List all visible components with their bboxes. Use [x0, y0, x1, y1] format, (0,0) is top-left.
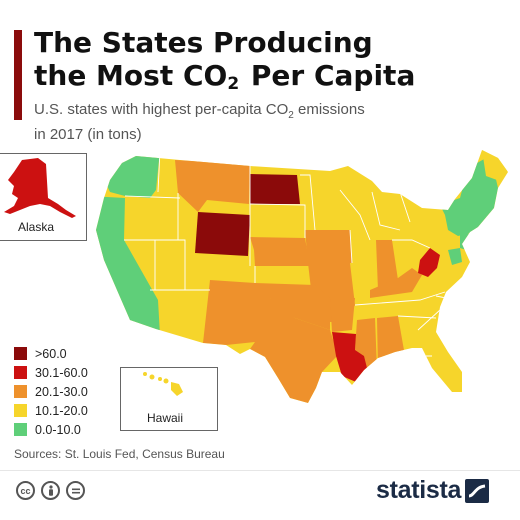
alaska-inset: Alaska	[0, 153, 87, 241]
nd-icon[interactable]	[66, 481, 85, 500]
accent-bar	[14, 30, 22, 120]
legend-swatch	[14, 366, 27, 379]
alaska-shape	[4, 158, 76, 218]
subtitle-subscript: 2	[288, 110, 294, 121]
source-note: Sources: St. Louis Fed, Census Bureau	[14, 447, 225, 461]
alaska-label: Alaska	[18, 220, 55, 234]
legend-label: 0.0-10.0	[35, 422, 81, 437]
subtitle-post: emissions	[293, 101, 365, 118]
state-maryland-delaware	[448, 248, 462, 265]
by-icon[interactable]	[41, 481, 60, 500]
us-map	[96, 150, 508, 403]
legend-swatch	[14, 423, 27, 436]
hawaii-inset: Hawaii	[120, 367, 218, 431]
state-wyoming	[195, 212, 250, 256]
legend-item: 10.1-20.0	[14, 401, 88, 420]
state-montana	[175, 160, 250, 212]
state-new-mexico	[203, 280, 255, 345]
state-oklahoma	[255, 283, 330, 330]
legend-item: 0.0-10.0	[14, 420, 88, 439]
legend-label: 20.1-30.0	[35, 384, 88, 399]
legend-label: 30.1-60.0	[35, 365, 88, 380]
title-line-2-post: Per Capita	[241, 59, 416, 92]
state-kentucky	[370, 268, 422, 298]
state-nebraska	[250, 237, 310, 266]
legend-item: 20.1-30.0	[14, 382, 88, 401]
legend-item: 30.1-60.0	[14, 363, 88, 382]
legend: >60.0 30.1-60.0 20.1-30.0 10.1-20.0 0.0-…	[14, 344, 88, 439]
license-icons: cc	[16, 481, 85, 500]
subtitle-pre: U.S. states with highest per-capita CO	[34, 101, 289, 118]
legend-swatch	[14, 347, 27, 360]
state-new-jersey	[460, 232, 470, 250]
state-indiana	[376, 240, 398, 290]
title-line-2-pre: the Most CO	[34, 59, 228, 92]
subtitle: U.S. states with highest per-capita CO2 …	[34, 100, 494, 144]
brand-name: statista	[376, 476, 462, 504]
title-subscript: 2	[227, 74, 240, 94]
hawaii-shape	[143, 372, 183, 396]
state-arkansas	[330, 298, 355, 332]
state-maine	[482, 150, 508, 180]
subtitle-line-2: in 2017 (in tons)	[34, 126, 142, 143]
statista-logo[interactable]: statista	[376, 476, 490, 505]
footer-divider	[0, 470, 520, 471]
state-northeast-group	[440, 158, 498, 236]
legend-swatch	[14, 385, 27, 398]
state-texas	[250, 298, 338, 403]
hawaii-label: Hawaii	[147, 411, 184, 425]
state-iowa	[305, 230, 352, 263]
state-north-dakota	[250, 174, 300, 204]
legend-item: >60.0	[14, 344, 88, 363]
state-oregon	[96, 150, 160, 198]
legend-label: >60.0	[35, 346, 67, 361]
state-louisiana	[332, 332, 368, 382]
legend-label: 10.1-20.0	[35, 403, 88, 418]
statista-mark-icon	[465, 478, 490, 503]
page-title: The States Producing the Most CO2 Per Ca…	[34, 26, 504, 97]
legend-swatch	[14, 404, 27, 417]
title-line-1: The States Producing	[34, 26, 373, 59]
subtitle-line-1: U.S. states with highest per-capita CO2 …	[34, 100, 494, 125]
cc-icon[interactable]: cc	[16, 481, 35, 500]
state-west-virginia	[418, 248, 440, 277]
title-line-2: the Most CO2 Per Capita	[34, 59, 504, 97]
